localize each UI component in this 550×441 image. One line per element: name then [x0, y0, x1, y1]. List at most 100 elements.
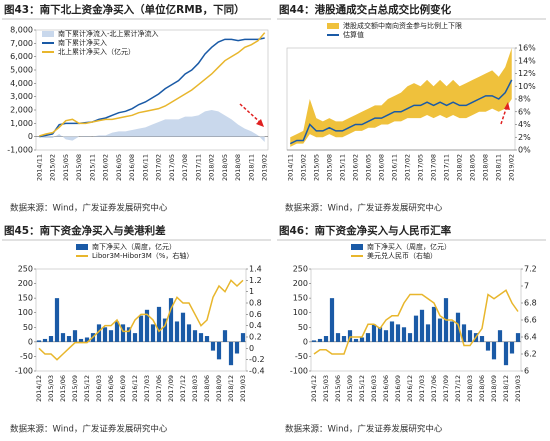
y-tick-label: 6	[524, 367, 529, 376]
annotation-arrow	[239, 103, 263, 125]
annotation-arrowhead	[256, 119, 264, 127]
bar	[234, 341, 240, 354]
y-tick-label: 2%	[518, 133, 531, 142]
bar	[108, 330, 114, 342]
y-tick-label: 14%	[518, 56, 536, 65]
y-tick-label: 6.2	[524, 350, 537, 359]
x-tick-label: 2018/03	[466, 375, 474, 402]
x-tick-label: 2016/12	[131, 375, 139, 402]
y-tick-label: 0%	[518, 146, 531, 155]
bar	[407, 333, 413, 342]
bar	[311, 340, 317, 342]
x-tick-label: 2018/09	[490, 375, 498, 402]
bar	[323, 336, 329, 342]
x-tick-label: 2017/05	[417, 154, 425, 181]
x-tick-label: 2016/03	[370, 375, 378, 402]
bar	[102, 327, 108, 342]
area	[39, 110, 265, 142]
bar	[353, 338, 359, 342]
x-tick-label: 2015/09	[346, 375, 354, 402]
bar	[138, 315, 144, 342]
plot-frame	[35, 268, 247, 372]
y-tick-label: 1,000	[10, 119, 33, 128]
bar	[120, 324, 126, 342]
bar	[42, 338, 48, 342]
x-tick-label: 2017/09	[167, 375, 175, 402]
bar	[72, 330, 78, 342]
bar	[150, 324, 156, 342]
bar	[347, 330, 353, 342]
bar	[461, 324, 467, 342]
legend-swatch	[351, 244, 363, 250]
y-tick-label: 1.4	[249, 265, 262, 274]
bar	[485, 341, 491, 351]
bar	[60, 333, 66, 342]
bar	[383, 330, 389, 342]
x-tick-label: 2018/09	[215, 375, 223, 402]
x-tick-label: 2018/05	[221, 154, 229, 181]
bar	[204, 336, 210, 342]
y-tick-label: 10%	[518, 82, 536, 91]
x-tick-label: 2014/12	[35, 375, 43, 402]
bar	[401, 327, 407, 342]
x-tick-label: 2018/08	[234, 154, 242, 181]
bar	[78, 338, 84, 342]
bar	[371, 324, 377, 342]
y-tick-label: 0	[249, 344, 254, 353]
bar	[341, 336, 347, 342]
y-tick-label: 8%	[518, 95, 531, 104]
legend-label: 估算值	[343, 30, 364, 39]
bar	[216, 341, 222, 360]
x-tick-label: 2014/12	[310, 375, 318, 402]
x-tick-label: 2018/06	[203, 375, 211, 402]
x-tick-label: 2015/12	[83, 375, 91, 402]
y-tick-label: 4,000	[10, 79, 33, 88]
x-tick-label: 2015/03	[47, 375, 55, 402]
y-tick-label: -0.2	[249, 355, 265, 364]
x-tick-label: 2018/02	[208, 154, 216, 181]
x-tick-label: 2016/03	[95, 375, 103, 402]
bar	[192, 330, 198, 342]
chart-title: 图45：南下资金净买入与美港利差	[4, 224, 166, 237]
x-tick-label: 2017/08	[181, 154, 189, 181]
x-tick-label: 2018/11	[247, 154, 255, 181]
x-tick-label: 2018/02	[456, 154, 464, 181]
x-tick-label: 2016/08	[128, 154, 136, 181]
y-tick-label: 6.6	[524, 316, 537, 325]
x-tick-label: 2015/02	[49, 154, 57, 181]
line	[313, 289, 519, 355]
x-tick-label: 2017/06	[155, 375, 163, 402]
x-tick-label: 2015/05	[312, 154, 320, 181]
y-tick-label: 6.4	[524, 333, 537, 342]
chart-panel: 图44：港股通成交占总成交比例变化数据来源：Wind，广发证券发展研究中心0%2…	[277, 3, 546, 214]
y-tick-label: 2,000	[10, 106, 33, 115]
y-tick-label: -1,000	[7, 146, 33, 155]
x-tick-label: 2017/06	[430, 375, 438, 402]
bar	[54, 298, 60, 342]
x-tick-label: 2016/02	[351, 154, 359, 181]
y-tick-label: 0.2	[249, 333, 262, 342]
y-tick-label: 150	[18, 294, 33, 303]
y-tick-label: 100	[18, 308, 33, 317]
chart-title: 图46：南下资金净买入与人民币汇率	[279, 224, 452, 237]
bar	[335, 333, 341, 342]
y-tick-label: 50	[298, 323, 308, 332]
y-tick-label: 50	[23, 323, 33, 332]
y-tick-label: 12%	[518, 69, 536, 78]
x-tick-label: 2019/03	[514, 375, 522, 402]
x-tick-label: 2017/03	[418, 375, 426, 402]
y-tick-label: 4%	[518, 120, 531, 129]
bar	[66, 336, 72, 342]
bar	[377, 327, 383, 342]
bar	[144, 309, 150, 342]
y-tick-label: 0.4	[249, 321, 262, 330]
y-tick-label: 150	[293, 294, 308, 303]
line	[38, 279, 244, 361]
bar	[449, 321, 455, 342]
x-tick-label: 2017/12	[454, 375, 462, 402]
bar	[509, 341, 515, 354]
x-tick-label: 2017/09	[442, 375, 450, 402]
x-tick-label: 2015/12	[358, 375, 366, 402]
x-tick-label: 2018/12	[502, 375, 510, 402]
